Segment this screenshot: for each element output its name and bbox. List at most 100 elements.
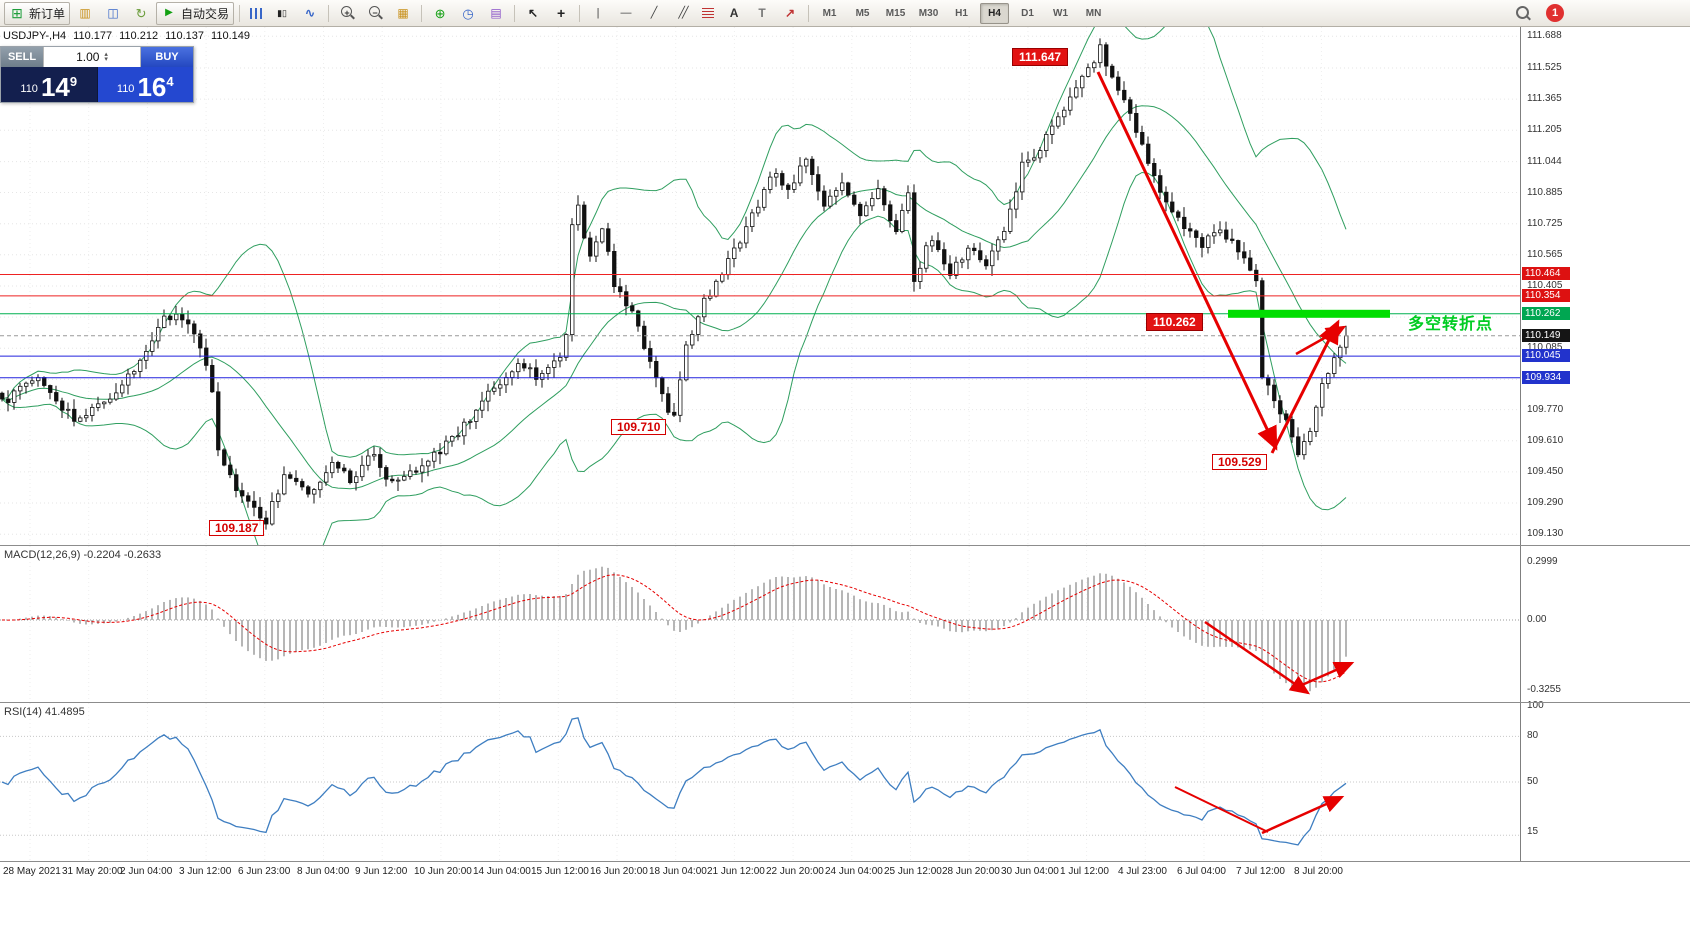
channel-button[interactable]: ╱╱ bbox=[669, 2, 695, 25]
horizontal-line-button[interactable]: — bbox=[613, 2, 639, 25]
support-label-109529[interactable]: 109.529 bbox=[1212, 454, 1268, 470]
y-axis-tick: 110.085 bbox=[1527, 342, 1563, 353]
auto-trading-button[interactable]: ▶ 自动交易 bbox=[156, 1, 235, 25]
price-chart-canvas[interactable] bbox=[0, 27, 1520, 545]
timeframe-h1-button[interactable]: H1 bbox=[955, 7, 968, 19]
icon-play: ▶ bbox=[165, 7, 173, 18]
bar-chart-type-button[interactable] bbox=[245, 2, 267, 25]
rsi-decline-arrow[interactable] bbox=[1174, 786, 1269, 833]
volume-field[interactable]: 1.00 ▴ ▾ bbox=[43, 47, 141, 67]
timeframe-m1-button[interactable]: M1 bbox=[822, 7, 837, 19]
y-axis-tick: 111.688 bbox=[1527, 30, 1562, 41]
time-axis-label: 30 Jun 04:00 bbox=[1001, 866, 1059, 877]
macd-signal-line bbox=[1, 574, 1347, 683]
macd-panel-canvas[interactable] bbox=[0, 546, 1520, 702]
sell-price-button[interactable]: 110 14 9 bbox=[1, 67, 97, 102]
line-chart-type-button[interactable]: ∿ bbox=[297, 2, 323, 25]
high-price-label[interactable]: 111.647 bbox=[1012, 48, 1069, 66]
volume-spinner[interactable]: ▴ ▾ bbox=[104, 51, 108, 63]
y-axis-tick: 110.565 bbox=[1527, 249, 1563, 260]
y-axis-tick: 111.205 bbox=[1527, 124, 1562, 135]
turning-point-band[interactable] bbox=[1228, 309, 1390, 318]
time-axis-label: 8 Jul 20:00 bbox=[1294, 866, 1343, 877]
crosshair-button[interactable]: + bbox=[548, 2, 574, 25]
ohlc-low: 110.137 bbox=[165, 30, 205, 42]
label-button[interactable]: T bbox=[749, 2, 775, 25]
profiles-button[interactable]: ◫ bbox=[100, 2, 126, 25]
time-axis-label: 22 Jun 20:00 bbox=[766, 866, 824, 877]
timeframe-w1-button[interactable]: W1 bbox=[1053, 7, 1069, 19]
rsi-bounce-arrow[interactable] bbox=[1261, 795, 1345, 835]
buy-price-big: 16 bbox=[137, 72, 167, 102]
rsi-scale-50: 50 bbox=[1527, 776, 1539, 787]
panel-separator-macd[interactable] bbox=[0, 545, 1690, 546]
zoom-in-button[interactable]: + bbox=[334, 2, 360, 25]
buy-button[interactable]: BUY bbox=[141, 47, 193, 67]
timeframe-m30-button[interactable]: M30 bbox=[918, 7, 939, 19]
price-badge-110.262: 110.262 bbox=[1522, 307, 1570, 320]
refresh-button[interactable]: ↻ bbox=[128, 2, 154, 25]
sell-button[interactable]: SELL bbox=[1, 47, 43, 67]
indicators-button[interactable]: ⊕ bbox=[427, 2, 453, 25]
macd-decline-arrow[interactable] bbox=[1204, 620, 1311, 695]
time-axis-label: 16 Jun 20:00 bbox=[590, 866, 648, 877]
time-axis-label: 3 Jun 12:00 bbox=[179, 866, 232, 877]
arrows-button[interactable]: ↗ bbox=[777, 2, 803, 25]
y-axis-tick: 109.450 bbox=[1527, 466, 1564, 477]
trendline-button[interactable]: ╱ bbox=[641, 2, 667, 25]
bounce-arrow[interactable] bbox=[1270, 319, 1340, 454]
macd-bounce-arrow[interactable] bbox=[1294, 661, 1355, 690]
spinner-down-icon[interactable]: ▾ bbox=[104, 56, 108, 63]
macd-scale-top: 0.2999 bbox=[1527, 556, 1558, 567]
time-axis-label: 21 Jun 12:00 bbox=[707, 866, 765, 877]
panel-separator-rsi[interactable] bbox=[0, 702, 1690, 703]
cursor-button[interactable]: ↖ bbox=[520, 2, 546, 25]
notification-badge[interactable]: 1 bbox=[1546, 4, 1564, 22]
symbol-name: USDJPY-,H4 bbox=[3, 30, 67, 42]
vertical-line-button[interactable]: | bbox=[585, 2, 611, 25]
timeframe-m5-button[interactable]: M5 bbox=[855, 7, 870, 19]
icon-cursor: ↖ bbox=[528, 6, 539, 20]
support-label-109187[interactable]: 109.187 bbox=[209, 520, 265, 536]
periods-button[interactable]: ◷ bbox=[455, 2, 481, 25]
search-icon[interactable] bbox=[1514, 5, 1530, 21]
icon-label: T bbox=[758, 6, 766, 20]
bollinger-middle-band bbox=[1, 105, 1347, 490]
spinner-up-icon[interactable]: ▴ bbox=[104, 51, 108, 58]
new-order-button[interactable]: ⊞ 新订单 bbox=[4, 1, 71, 25]
timeframe-mn-button[interactable]: MN bbox=[1085, 7, 1102, 19]
charts-button[interactable]: ▥ bbox=[72, 2, 98, 25]
auto-trading-button-label: 自动交易 bbox=[181, 6, 230, 21]
time-axis-label: 14 Jun 04:00 bbox=[473, 866, 531, 877]
decline-arrow[interactable] bbox=[1096, 71, 1278, 451]
turning-price-label[interactable]: 110.262 bbox=[1146, 313, 1203, 331]
buy-price-button[interactable]: 110 16 4 bbox=[96, 67, 193, 102]
time-axis[interactable]: 28 May 2021 31 May 20:00 2 Jun 04:00 3 Jun … bbox=[0, 861, 1690, 885]
toolbar-separator bbox=[579, 4, 581, 22]
templates-button[interactable]: ▤ bbox=[483, 2, 509, 25]
timeframe-d1-button[interactable]: D1 bbox=[1021, 7, 1034, 19]
main-toolbar: ⊞ 新订单 ▥ ◫ ↻ ▶ 自动交易 ▮▯ ∿ + − ▦ ⊕ ◷ ▤ ↖ + | — ╱ ╱╱ A T ↗ M1 M5 M15 M3… bbox=[0, 0, 1690, 27]
fibonacci-button[interactable] bbox=[697, 2, 719, 25]
time-axis-label: 2 Jun 04:00 bbox=[120, 866, 173, 877]
turning-point-text[interactable]: 多空转折点 bbox=[1408, 316, 1494, 333]
text-button[interactable]: A bbox=[721, 2, 747, 25]
zoom-out-button[interactable]: − bbox=[362, 2, 388, 25]
rsi-panel-canvas[interactable] bbox=[0, 703, 1520, 861]
tile-windows-button[interactable]: ▦ bbox=[390, 2, 416, 25]
time-axis-label: 15 Jun 12:00 bbox=[531, 866, 589, 877]
sell-price-prefix: 110 bbox=[20, 83, 38, 95]
y-axis-tick: 109.610 bbox=[1527, 435, 1564, 446]
timeframe-m15-button[interactable]: M15 bbox=[885, 7, 906, 19]
candlestick-chart-type-button[interactable]: ▮▯ bbox=[269, 2, 295, 25]
time-axis-label: 7 Jul 12:00 bbox=[1236, 866, 1285, 877]
toolbar-separator bbox=[239, 4, 241, 22]
timeframe-h4-button[interactable]: H4 bbox=[980, 2, 1010, 24]
icon-charts: ▥ bbox=[79, 6, 91, 20]
rsi-scale-15: 15 bbox=[1527, 826, 1539, 837]
ohlc-high: 110.212 bbox=[119, 30, 159, 42]
macd-scale-bottom: -0.3255 bbox=[1527, 684, 1561, 695]
support-label-109710[interactable]: 109.710 bbox=[611, 419, 667, 435]
time-axis-label: 24 Jun 04:00 bbox=[825, 866, 883, 877]
bounce-arrow-2[interactable] bbox=[1295, 325, 1347, 356]
